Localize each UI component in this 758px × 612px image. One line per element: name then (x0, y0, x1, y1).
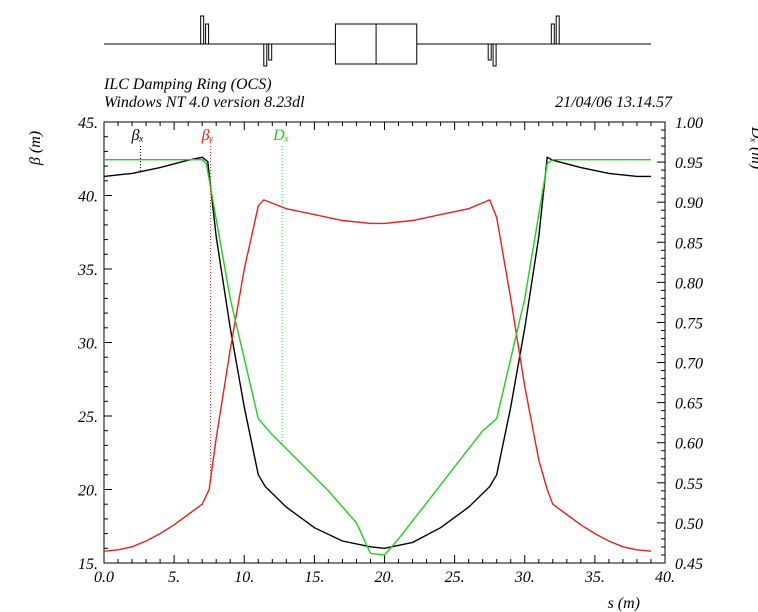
y-left-tick-label: 35. (77, 262, 98, 279)
y-left-tick-label: 25. (78, 409, 98, 426)
y-right-tick-label: 0.80 (675, 275, 703, 292)
plot-frame (103, 121, 666, 564)
legend-label: βᵧ (201, 127, 214, 144)
y-right-tick-label: 0.75 (675, 315, 703, 332)
y-left-tick-label: 45. (78, 115, 98, 132)
y-right-tick-label: 0.95 (675, 155, 703, 172)
lattice-focusing-quad (205, 23, 210, 45)
x-tick-label: 15. (304, 569, 324, 586)
y-left-tick-label: 30. (77, 336, 98, 353)
lattice-focusing-quad (550, 23, 555, 45)
plot-axes: 0.0 5. 10. 15. 20. 25. 30. 35. 40. 15. 20. 25. 30. 35… (77, 115, 703, 586)
y-right-tick-label: 0.45 (675, 556, 703, 573)
legend-label: βₓ (130, 127, 144, 144)
y-right-axis-title: Dₓ (m) (748, 126, 758, 169)
series-line-βₓ (103, 156, 651, 550)
lattice-defocusing-quad (268, 43, 273, 61)
x-tick-label: 40. (655, 569, 675, 586)
y-right-tick-label: 1.00 (675, 115, 703, 132)
x-tick-label: 35. (584, 569, 605, 586)
x-tick-label: 10. (234, 569, 254, 586)
y-right-tick-label: 0.60 (675, 436, 703, 453)
legend-label: Dₓ (272, 127, 289, 144)
y-right-tick-label: 0.50 (675, 516, 703, 533)
chart-title-line2: Windows NT 4.0 version 8.23dl (104, 94, 305, 111)
x-tick-label: 5. (168, 569, 180, 586)
x-tick-label: 25. (445, 569, 465, 586)
series-line-βᵧ (103, 198, 652, 552)
series-line-Dₓ (104, 158, 651, 556)
y-left-axis-title: β (m) (27, 131, 44, 166)
lattice-focusing-quad (555, 15, 560, 45)
chart-timestamp: 21/04/06 13.14.57 (555, 94, 673, 111)
x-axis-title: s (m) (608, 595, 640, 612)
x-tick-label: 0.0 (94, 569, 114, 586)
y-right-tick-label: 0.90 (675, 195, 703, 212)
plot-series (103, 156, 652, 556)
y-left-tick-label: 40. (78, 189, 98, 206)
chart-title-line1: ILC Damping Ring (OCS) (103, 76, 272, 93)
y-left-tick-label: 15. (78, 556, 98, 573)
lattice-diagram (104, 15, 651, 67)
lattice-defocusing-quad (263, 43, 268, 67)
plot-legend: βₓ βᵧ Dₓ (130, 127, 289, 480)
lattice-defocusing-quad (492, 43, 497, 67)
x-tick-label: 20. (375, 569, 395, 586)
y-right-tick-label: 0.65 (675, 396, 703, 413)
x-tick-label: 30. (514, 569, 535, 586)
y-right-tick-label: 0.85 (675, 235, 703, 252)
y-right-tick-label: 0.70 (675, 356, 703, 373)
y-right-tick-label: 0.55 (675, 476, 703, 493)
lattice-focusing-quad (200, 15, 205, 45)
lattice-defocusing-quad (487, 43, 492, 61)
y-left-tick-label: 20. (78, 483, 98, 500)
